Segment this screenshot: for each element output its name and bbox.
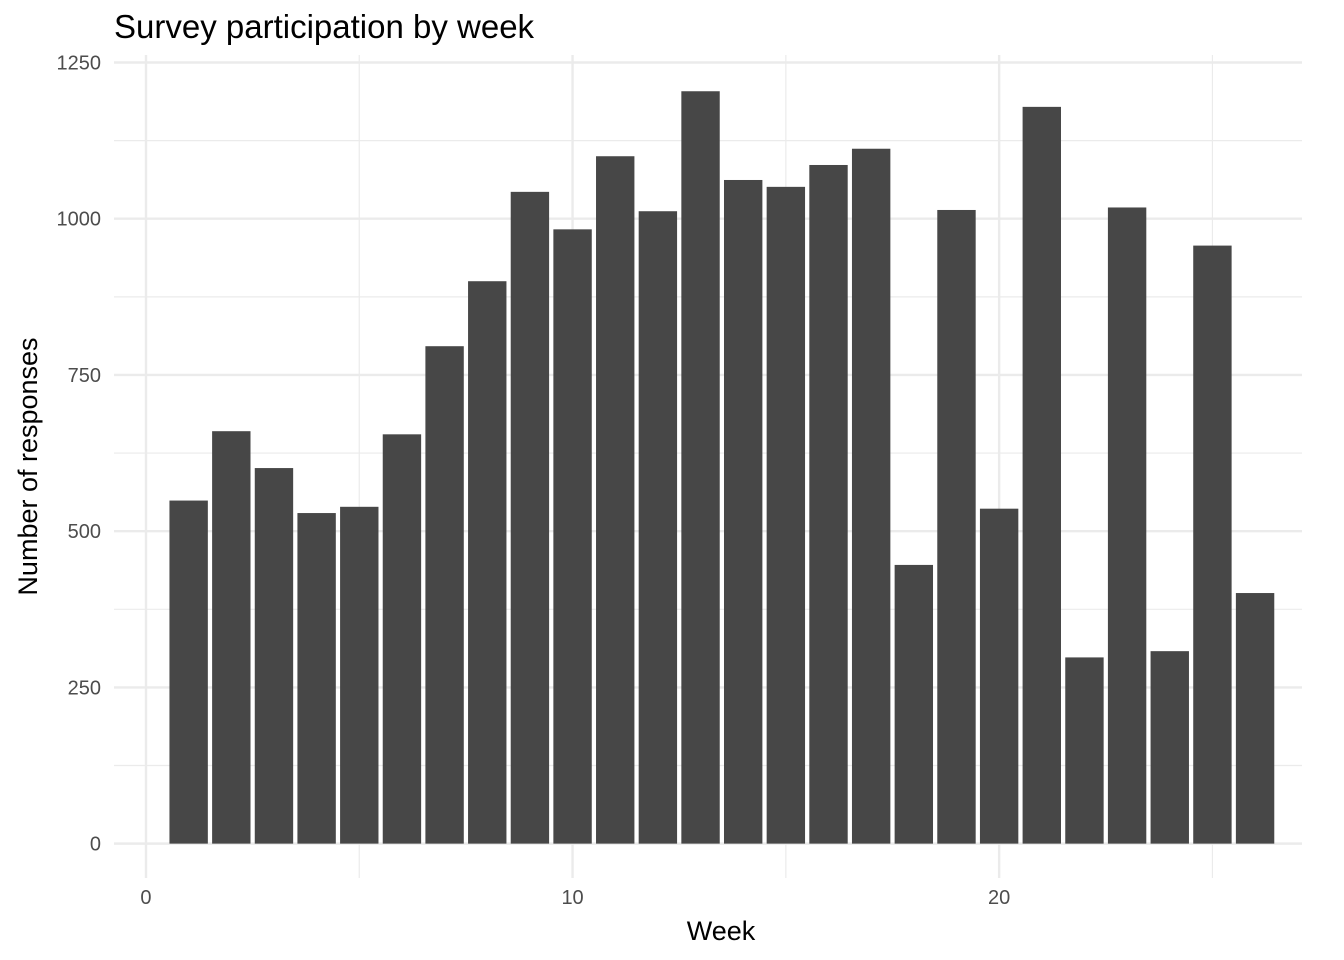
bar-week-18 <box>894 564 934 844</box>
y-tick-label: 500 <box>68 521 101 543</box>
bar-week-11 <box>596 156 635 844</box>
y-tick-label: 0 <box>90 834 101 856</box>
bar-week-24 <box>1150 651 1189 844</box>
bar-week-8 <box>468 281 507 844</box>
bar-week-13 <box>681 91 720 844</box>
x-tick-labels: 0 10 20 <box>140 887 1010 909</box>
bars <box>169 91 1275 844</box>
bar-week-5 <box>340 506 379 844</box>
bar-week-15 <box>766 186 806 844</box>
bar-week-10 <box>553 229 592 844</box>
bar-week-25 <box>1193 245 1232 844</box>
bar-week-9 <box>510 191 550 844</box>
bar-week-19 <box>937 209 976 844</box>
x-tick-label: 20 <box>988 887 1010 909</box>
bar-week-14 <box>723 179 763 844</box>
chart-title: Survey participation by week <box>114 8 535 45</box>
x-tick-label: 10 <box>561 887 583 909</box>
bar-week-7 <box>425 346 464 844</box>
y-tick-labels: 0 250 500 750 1000 1250 <box>57 52 102 855</box>
bar-week-23 <box>1107 207 1147 844</box>
bar-week-20 <box>979 508 1019 844</box>
bar-week-17 <box>851 148 891 844</box>
y-tick-label: 750 <box>68 365 101 387</box>
bar-week-4 <box>297 513 336 844</box>
y-tick-label: 1250 <box>57 52 102 74</box>
x-tick-label: 0 <box>140 887 151 909</box>
bar-week-6 <box>382 434 422 844</box>
bar-week-26 <box>1235 593 1275 844</box>
bar-week-22 <box>1065 657 1104 844</box>
y-tick-label: 250 <box>68 677 101 699</box>
x-axis-title: Week <box>687 916 756 946</box>
bar-week-1 <box>169 500 208 844</box>
bar-week-3 <box>254 468 294 844</box>
bar-week-21 <box>1022 106 1061 844</box>
y-tick-label: 1000 <box>57 209 102 231</box>
bar-week-12 <box>638 211 678 844</box>
bar-week-16 <box>809 164 848 844</box>
bar-week-2 <box>212 431 251 844</box>
y-axis-title: Number of responses <box>13 337 43 595</box>
